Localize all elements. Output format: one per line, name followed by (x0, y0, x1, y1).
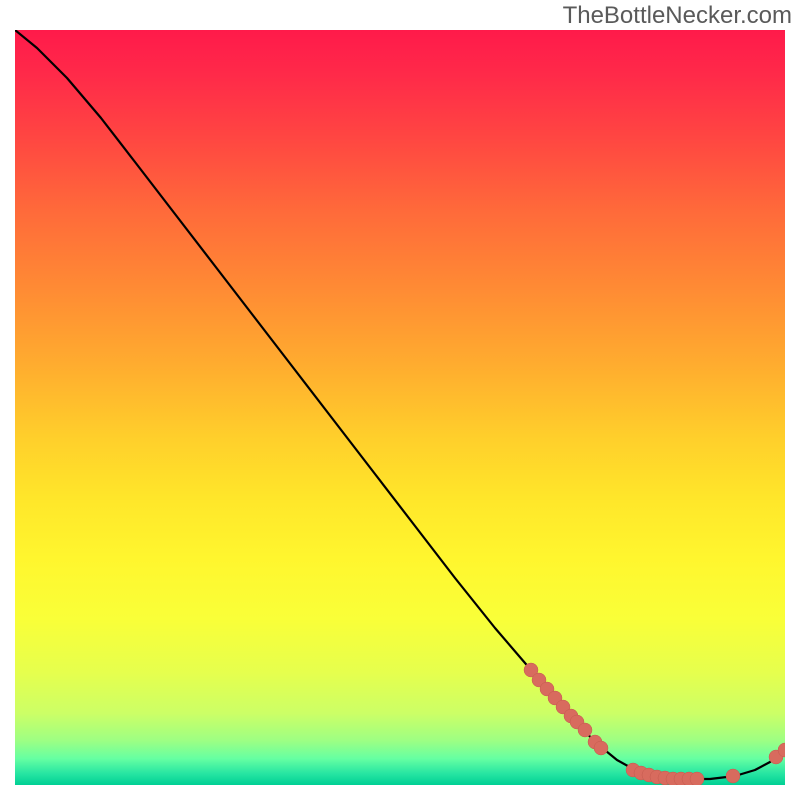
chart-overlay (15, 30, 785, 785)
watermark-text: TheBottleNecker.com (563, 2, 792, 30)
data-marker (726, 769, 740, 783)
data-marker (578, 723, 592, 737)
chart-container: TheBottleNecker.com (0, 0, 800, 800)
bottleneck-curve (15, 30, 785, 779)
data-marker (690, 772, 704, 785)
data-marker (594, 741, 608, 755)
plot-area (15, 30, 785, 785)
marker-group (524, 663, 785, 785)
